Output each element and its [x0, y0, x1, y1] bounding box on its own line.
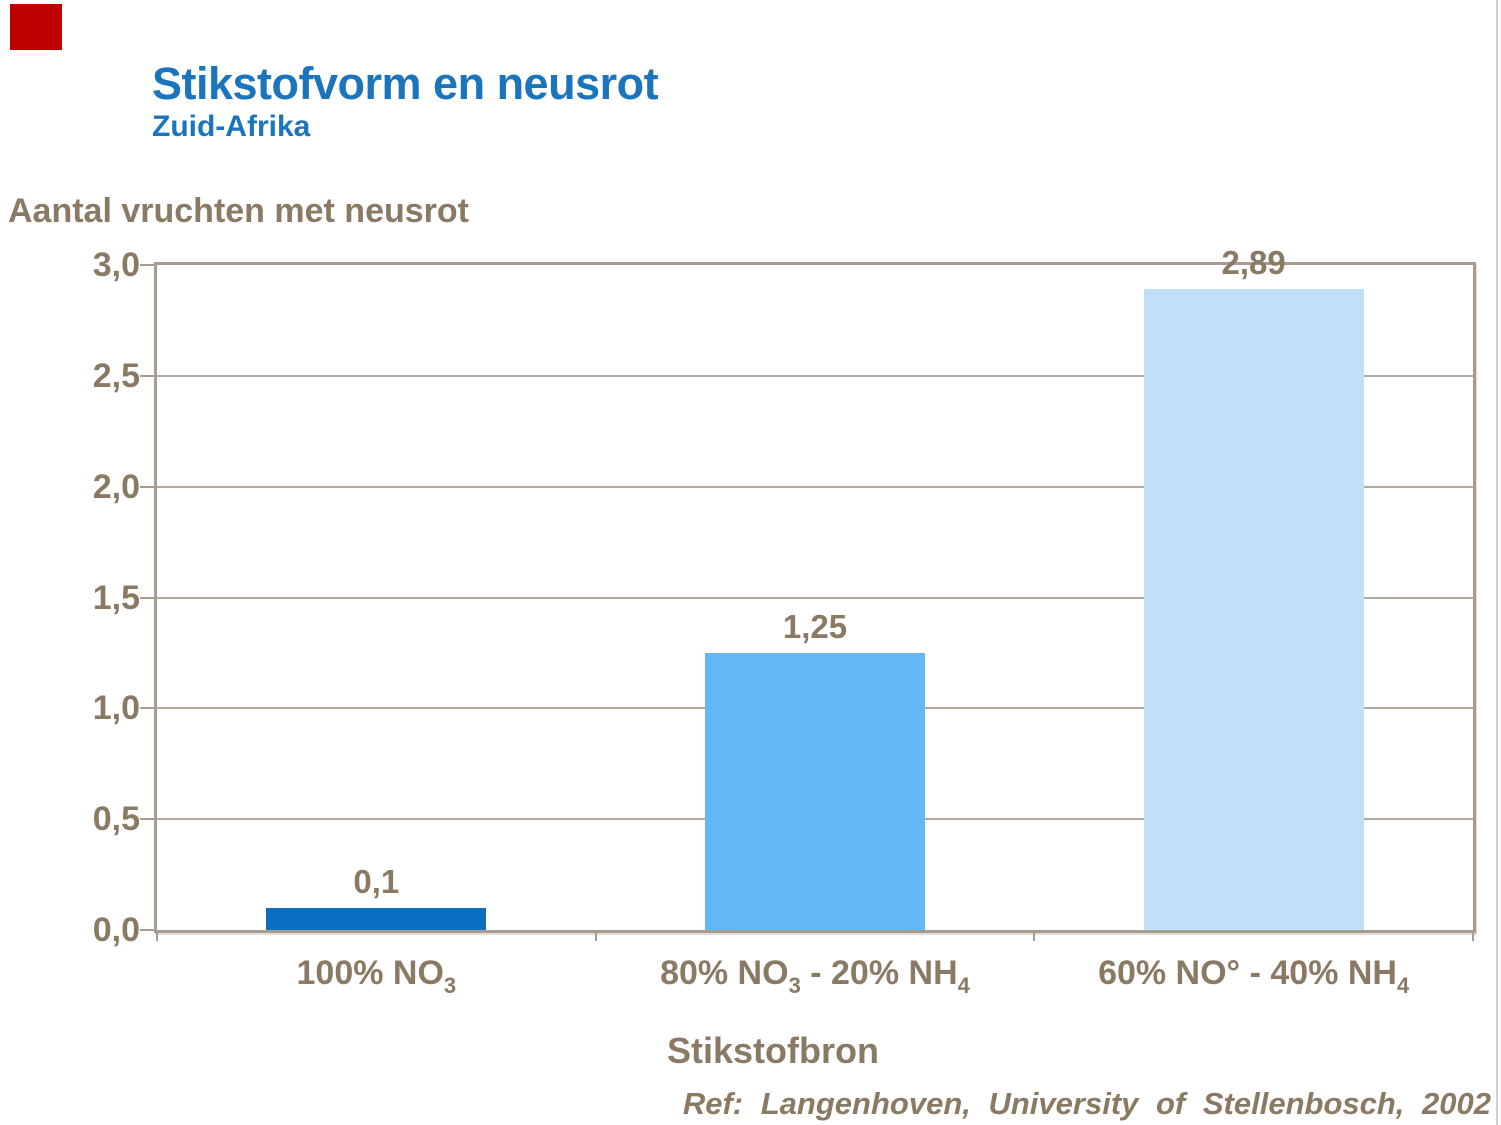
- page-subtitle: Zuid-Afrika: [152, 110, 311, 143]
- bar-value-label: 2,89: [1221, 244, 1286, 282]
- y-axis-tick: [140, 264, 157, 266]
- y-tick-label: 1,0: [92, 689, 140, 728]
- y-tick-label: 2,0: [92, 467, 140, 506]
- y-tick-label: 0,0: [92, 911, 140, 949]
- bar-value-label: 1,25: [782, 607, 848, 645]
- gridline: [157, 596, 1473, 599]
- y-axis-tick: [140, 485, 157, 488]
- y-tick-label: 0,5: [92, 800, 140, 839]
- page-title: Stikstofvorm en neusrot: [152, 58, 659, 109]
- bar: [1143, 289, 1364, 930]
- x-axis-tick: [1472, 930, 1474, 941]
- bar: [705, 652, 925, 930]
- x-category-label: 80% NO3 - 20% NH4: [660, 954, 970, 998]
- gridline: [157, 374, 1473, 377]
- bar-value-label: 0,1: [353, 862, 400, 900]
- y-axis-tick: [140, 374, 157, 377]
- gridline: [157, 485, 1473, 488]
- y-axis-title: Aantal vruchten met neusrot: [8, 192, 469, 230]
- subscript: 3: [788, 973, 801, 998]
- x-axis-tick: [1033, 930, 1036, 941]
- y-axis-tick: [140, 929, 157, 931]
- y-axis-tick: [140, 707, 157, 710]
- subscript: 3: [443, 973, 457, 998]
- y-tick-label: 3,0: [92, 246, 140, 284]
- x-category-label: 100% NO3: [296, 954, 457, 998]
- y-tick-label: 1,5: [92, 578, 140, 617]
- y-axis-tick: [140, 818, 157, 821]
- subscript: 4: [1396, 973, 1410, 998]
- x-axis-tick: [594, 930, 597, 941]
- y-axis-tick: [140, 596, 157, 599]
- red-square-decoration: [10, 4, 62, 50]
- y-tick-label: 2,5: [92, 356, 140, 395]
- subscript: 4: [957, 973, 970, 998]
- x-category-label: 60% NO° - 40% NH4: [1098, 954, 1410, 998]
- reference-text: Ref: Langenhoven, University of Stellenb…: [682, 1086, 1491, 1121]
- bar: [266, 907, 487, 930]
- slide-edge-line: [1496, 0, 1498, 1125]
- x-axis-title: Stikstofbron: [667, 1030, 879, 1071]
- x-axis-tick: [156, 930, 158, 941]
